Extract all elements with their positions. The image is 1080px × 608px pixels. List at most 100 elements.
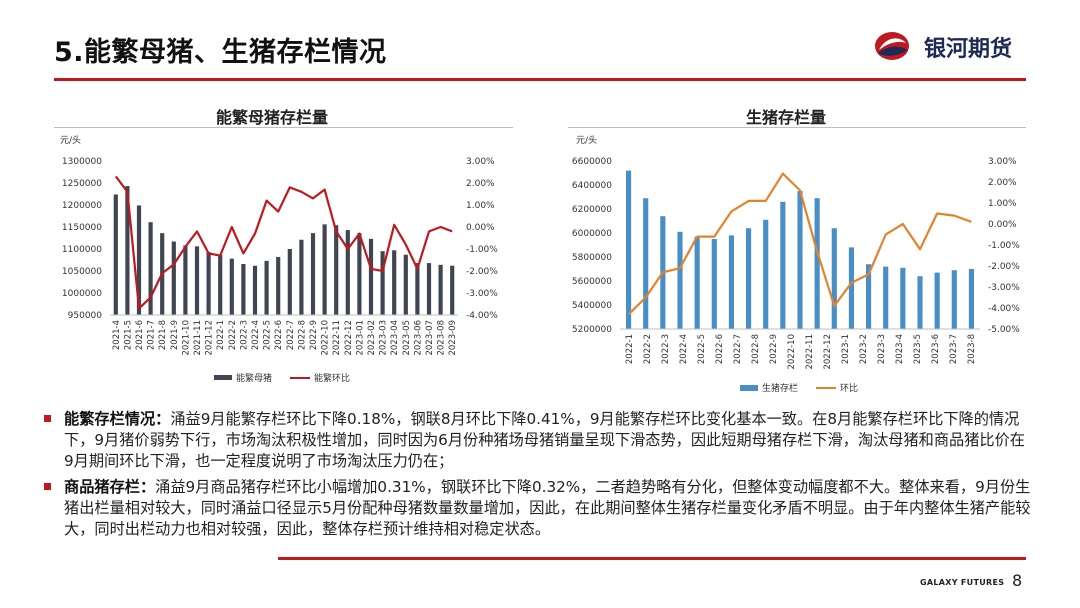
x-tick-label: 2021-9 <box>170 320 180 350</box>
x-tick-label: 2022-10 <box>321 320 331 356</box>
bar <box>310 233 316 315</box>
line-series <box>114 175 453 310</box>
right-chart: 6600000 6400000 6200000 6000000 5800000 56000… <box>572 157 1020 370</box>
x-tick-label: 2023-02 <box>367 320 377 356</box>
bar <box>322 224 327 315</box>
bar <box>797 191 803 329</box>
y-tick-label-right: -5.00% <box>988 325 1020 335</box>
paragraph-text: 涌益9月能繁存栏环比下降0.18%，钢联8月环比下降0.41%，9月能繁存栏环比… <box>64 410 1025 470</box>
y-tick-label-left: 5400000 <box>572 301 612 311</box>
x-tick-label: 2023-7 <box>949 334 959 364</box>
bar <box>113 194 118 315</box>
x-tick-label: 2022-3 <box>661 334 671 364</box>
bar <box>728 235 734 329</box>
x-tick-label: 2022-4 <box>251 320 261 350</box>
x-tick-label: 2022-8 <box>751 334 761 364</box>
x-tick-label: 2022-12 <box>823 334 833 370</box>
right-chart-title: 生猪存栏量 <box>746 108 827 127</box>
bullet-square <box>44 415 51 422</box>
header-divider <box>54 78 1026 81</box>
x-tick-label: 2023-06 <box>413 320 423 356</box>
bar <box>264 260 269 315</box>
legend-swatch-line <box>816 386 837 389</box>
x-tick-label: 2021-6 <box>135 320 145 350</box>
bar <box>883 266 889 329</box>
bar <box>780 201 786 329</box>
legend-swatch-bar <box>740 384 758 391</box>
x-tick-label: 2023-5 <box>913 334 923 364</box>
legend-swatch-line <box>290 376 311 379</box>
y-tick-label-right: -3.00% <box>988 283 1020 293</box>
y-tick-label-right: 0.00% <box>988 220 1017 230</box>
y-tick-label-right: 3.00% <box>466 157 495 167</box>
x-tick-label: 2023-8 <box>967 334 977 364</box>
bar <box>866 264 872 329</box>
x-tick-label: 2023-09 <box>448 320 458 356</box>
x-tick-label: 2023-1 <box>841 334 851 364</box>
x-tick-label: 2022-11 <box>332 320 342 356</box>
left-chart-unit: 元/头 <box>60 136 82 146</box>
legend-item-sow: 能繁母猪 <box>214 371 272 384</box>
bar <box>711 239 717 329</box>
legend-label: 环比 <box>840 384 859 394</box>
bar <box>357 233 362 315</box>
x-tick-label: 2021-5 <box>123 320 133 350</box>
y-tick-label-right: -1.00% <box>988 241 1020 251</box>
x-tick-label: 2023-3 <box>877 334 887 364</box>
bar <box>426 263 432 315</box>
bar <box>968 269 974 329</box>
paragraph-sow-inventory: 能繁存栏情况：涌益9月能繁存栏环比下降0.18%，钢联8月环比下降0.41%，9… <box>44 409 1034 472</box>
bar <box>136 205 142 315</box>
right-chart-unit: 元/头 <box>576 136 598 146</box>
y-tick-label-left: 5800000 <box>572 253 612 263</box>
y-tick-label-right: 3.00% <box>988 157 1017 167</box>
x-tick-label: 2023-05 <box>402 320 412 356</box>
right-chart-rule <box>568 127 1026 128</box>
y-tick-label-right: -2.00% <box>988 262 1020 272</box>
y-tick-label-left: 6400000 <box>572 181 612 191</box>
legend-swatch-bar <box>214 375 232 380</box>
bar <box>951 270 957 329</box>
brand-name: 银河期货 <box>924 37 1013 62</box>
bar <box>626 170 632 329</box>
paragraph-hog-inventory: 商品猪存栏：涌益9月商品猪存栏环比小幅增加0.31%，钢联环比下降0.32%，二… <box>44 477 1034 540</box>
x-tick-label: 2023-4 <box>895 334 905 364</box>
legend-label: 能繁环比 <box>314 374 351 384</box>
bar <box>206 252 211 315</box>
bar <box>438 264 443 315</box>
bar <box>276 256 281 315</box>
left-chart: 1300000 1250000 1200000 1150000 1100000 10500… <box>62 157 498 356</box>
x-tick-label: 2022-6 <box>715 334 725 364</box>
y-tick-label-right: -3.00% <box>466 289 498 299</box>
paragraph-text: 涌益9月商品猪存栏环比小幅增加0.31%，钢联环比下降0.32%，二者趋势略有分… <box>64 478 1031 538</box>
bar <box>763 219 769 329</box>
x-tick-label: 2022-10 <box>787 334 797 370</box>
y-tick-label-left: 6000000 <box>572 229 612 239</box>
x-tick-label: 2022-2 <box>228 320 238 350</box>
y-tick-label-left: 5200000 <box>572 325 612 335</box>
legend-label: 能繁母猪 <box>236 374 273 384</box>
x-tick-label: 2022-9 <box>769 334 779 364</box>
y-tick-label-left: 950000 <box>68 311 103 321</box>
y-tick-label-left: 1250000 <box>62 179 102 189</box>
bar <box>171 241 176 315</box>
bar <box>814 198 820 329</box>
x-tick-label: 2021-4 <box>112 320 122 350</box>
page-number: 8 <box>1012 571 1023 590</box>
y-tick-label-right: 1.00% <box>466 201 495 211</box>
y-tick-label-left: 5600000 <box>572 277 612 287</box>
bar <box>831 228 837 329</box>
x-tick-label: 2022-7 <box>733 334 743 364</box>
page-title: 5.能繁母猪、生猪存栏情况 <box>54 37 387 68</box>
footer-divider <box>278 557 1026 560</box>
x-tick-label: 2023-03 <box>379 320 389 356</box>
bar <box>368 238 374 315</box>
paragraph-label: 能繁存栏情况： <box>64 410 171 428</box>
y-tick-label-left: 1150000 <box>62 223 102 233</box>
bar <box>934 272 940 329</box>
bar <box>252 265 258 315</box>
bar <box>450 265 455 315</box>
left-chart-legend: 能繁母猪 能繁环比 <box>214 371 368 384</box>
bar <box>229 258 234 315</box>
paragraph-label: 商品猪存栏： <box>64 478 156 496</box>
